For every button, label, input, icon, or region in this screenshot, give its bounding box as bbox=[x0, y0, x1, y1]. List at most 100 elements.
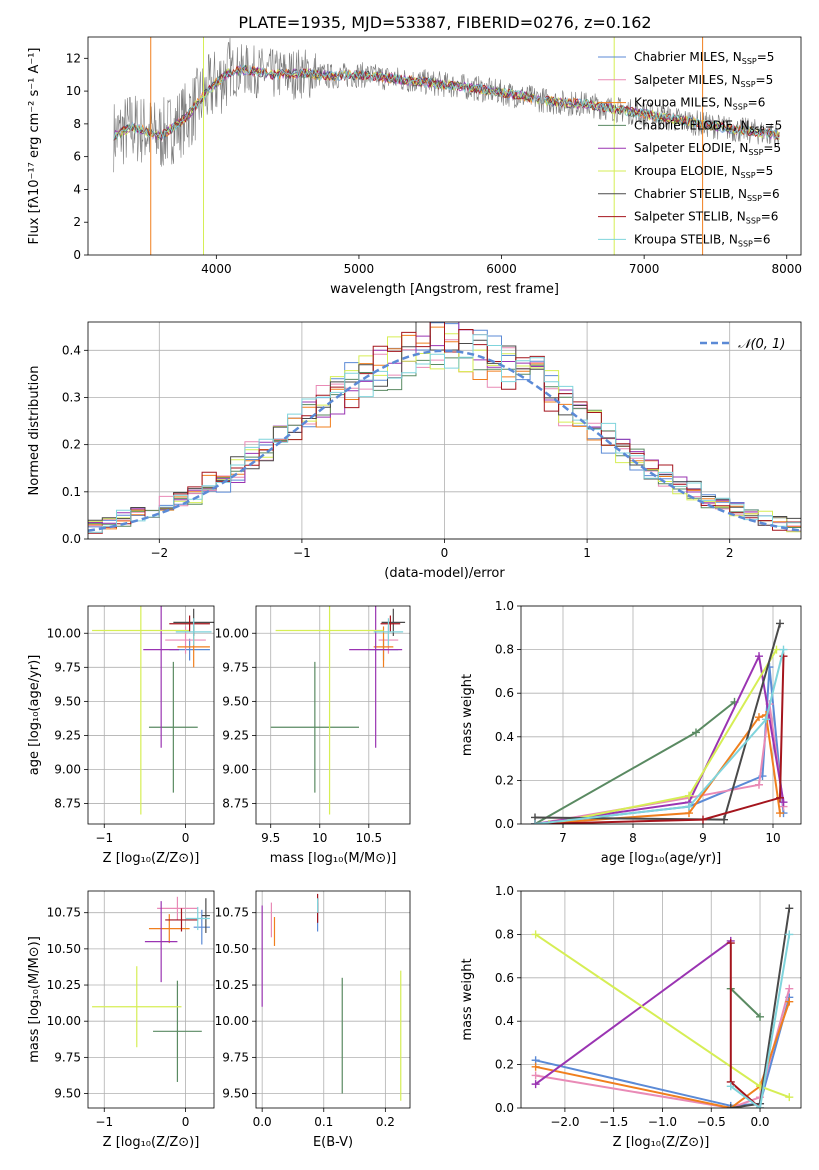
errorbar-point-3 bbox=[153, 980, 202, 1082]
y-axis-label: Flux [fλ10⁻¹⁷ erg cm⁻² s⁻¹ A⁻¹] bbox=[27, 48, 42, 245]
x-tick-label: 1 bbox=[583, 546, 591, 560]
weight-marker bbox=[545, 820, 553, 824]
y-tick-label: 10.50 bbox=[47, 942, 81, 956]
histogram-8 bbox=[88, 334, 801, 533]
y-tick-label: 9.75 bbox=[54, 1050, 81, 1064]
errorbar-point-4 bbox=[144, 901, 178, 983]
legend-label: 𝒩(0, 1) bbox=[738, 337, 785, 352]
y-axis-label: age [log₁₀(age/yr)] bbox=[27, 655, 42, 776]
y-tick-label: 9.00 bbox=[54, 763, 81, 777]
x-tick-label: −2 bbox=[150, 546, 168, 560]
grid bbox=[88, 891, 214, 1108]
weight-marker bbox=[785, 984, 794, 993]
weight-marker bbox=[685, 791, 693, 800]
y-tick-label: 8.75 bbox=[54, 797, 81, 811]
y-axis-label: mass [log₁₀(M/M⊙)] bbox=[27, 936, 42, 1063]
weight-marker bbox=[785, 930, 794, 939]
panel-age_vs_Z: −1 0 8.75 9.00 9.25 9.50 9.75 10.00 Z [log₁₀(Z/Z… bbox=[27, 605, 215, 866]
x-tick-label: 0.2 bbox=[376, 1115, 395, 1129]
y-axis-label: mass weight bbox=[460, 958, 475, 1040]
y-tick-label: 10 bbox=[66, 84, 81, 98]
y-tick-label: 10.75 bbox=[47, 906, 81, 920]
x-tick-label: 0.0 bbox=[750, 1115, 769, 1129]
x-tick-label: 10 bbox=[312, 831, 327, 845]
y-tick-label: 0.0 bbox=[62, 532, 81, 546]
x-axis-label: wavelength [Angstrom, rest frame] bbox=[330, 282, 559, 297]
panel-mass_vs_ebv: 0.0 0.1 0.2 9.50 9.75 10.00 10.25 10.50 10.75 E(B… bbox=[215, 890, 411, 1150]
y-tick-label: 10.75 bbox=[215, 906, 249, 920]
y-tick-label: 10.50 bbox=[215, 942, 249, 956]
y-tick-label: 9.75 bbox=[222, 1050, 249, 1064]
weight-marker bbox=[755, 780, 763, 789]
y-tick-label: 9.25 bbox=[54, 728, 81, 742]
errorbar-point-7 bbox=[169, 615, 210, 632]
weight-marker bbox=[531, 1062, 540, 1071]
axes-frame bbox=[520, 605, 802, 825]
errorbar-point-8 bbox=[373, 618, 404, 646]
y-tick-label: 9.50 bbox=[54, 694, 81, 708]
model-spectrum-6 bbox=[113, 64, 780, 141]
axes-frame bbox=[255, 605, 411, 825]
axes-frame bbox=[87, 890, 215, 1109]
histogram-7 bbox=[88, 322, 801, 534]
errorbar-point-7 bbox=[165, 908, 198, 932]
weight-line-4 bbox=[534, 652, 785, 824]
panel-spectrum: 4000 5000 6000 7000 8000 0 2 4 6 8 10 12 wavelength … bbox=[27, 36, 802, 297]
weight-line-8 bbox=[534, 649, 785, 824]
y-tick-label: 9.75 bbox=[222, 660, 249, 674]
x-tick-label: 7 bbox=[559, 831, 567, 845]
x-tick-label: −1 bbox=[95, 831, 113, 845]
weight-marker bbox=[779, 645, 788, 654]
weight-marker bbox=[726, 1104, 735, 1108]
weight-marker bbox=[685, 802, 693, 811]
errorbar-point-3 bbox=[148, 661, 198, 793]
x-axis-label: (data-model)/error bbox=[384, 566, 505, 581]
plot-area bbox=[261, 893, 402, 1101]
panel-mass_vs_Z: −1 0 9.50 9.75 10.00 10.25 10.50 10.75 Z [log₁₀(… bbox=[27, 890, 215, 1150]
y-tick-label: 0.4 bbox=[495, 730, 514, 744]
grid bbox=[88, 606, 214, 824]
x-tick-label: 9 bbox=[699, 831, 707, 845]
y-tick-label: 0.0 bbox=[495, 817, 514, 831]
x-tick-label: 0.0 bbox=[253, 1115, 272, 1129]
panel-mass_weight_vs_age: 7 8 9 10 0.0 0.2 0.4 0.6 0.8 1.0 age [log₁₀(age/yr… bbox=[460, 599, 802, 866]
errorbar-point-2 bbox=[373, 626, 394, 668]
y-tick-label: 0.4 bbox=[495, 1014, 514, 1028]
weight-line-6 bbox=[534, 623, 781, 821]
weight-marker bbox=[785, 1093, 794, 1102]
x-tick-label: −1 bbox=[95, 1115, 113, 1129]
errorbar-point-8 bbox=[175, 618, 212, 646]
legend-label: Chabrier MILES, NSSP=5 bbox=[634, 50, 774, 66]
x-tick-label: 10 bbox=[765, 831, 780, 845]
legend-label: Chabrier ELODIE, NSSP=5 bbox=[634, 118, 782, 134]
figure-title: PLATE=1935, MJD=53387, FIBERID=0276, z=0… bbox=[238, 13, 651, 32]
y-tick-label: 0.2 bbox=[495, 773, 514, 787]
errorbar-point-4 bbox=[143, 606, 180, 748]
y-tick-label: 0.0 bbox=[495, 1101, 514, 1115]
weight-marker bbox=[772, 645, 781, 654]
x-tick-label: 0 bbox=[182, 1115, 190, 1129]
weight-marker bbox=[531, 930, 540, 939]
x-tick-label: 9.5 bbox=[261, 831, 280, 845]
y-tick-label: 1.0 bbox=[495, 884, 514, 898]
weight-marker bbox=[692, 728, 700, 737]
axes-frame bbox=[520, 890, 802, 1109]
weight-marker bbox=[756, 1012, 765, 1021]
x-tick-label: 8 bbox=[629, 831, 637, 845]
x-tick-label: 7000 bbox=[629, 262, 660, 276]
y-tick-label: 0 bbox=[73, 248, 81, 262]
weight-marker bbox=[531, 1080, 540, 1089]
grid bbox=[521, 890, 801, 1109]
weight-line-4 bbox=[535, 940, 732, 1085]
x-axis-label: Z [log₁₀(Z/Z⊙)] bbox=[103, 1135, 200, 1150]
errorbar-point-2 bbox=[148, 914, 190, 944]
model-spectrum-8 bbox=[113, 64, 780, 141]
y-tick-label: 10.00 bbox=[215, 1014, 249, 1028]
errorbar-point-6 bbox=[201, 898, 210, 933]
x-tick-label: 5000 bbox=[344, 262, 375, 276]
weight-marker bbox=[776, 619, 784, 628]
plot-area bbox=[531, 904, 794, 1108]
y-tick-label: 10.00 bbox=[47, 626, 81, 640]
axes-frame bbox=[87, 36, 802, 256]
y-tick-label: 0.6 bbox=[495, 971, 514, 985]
